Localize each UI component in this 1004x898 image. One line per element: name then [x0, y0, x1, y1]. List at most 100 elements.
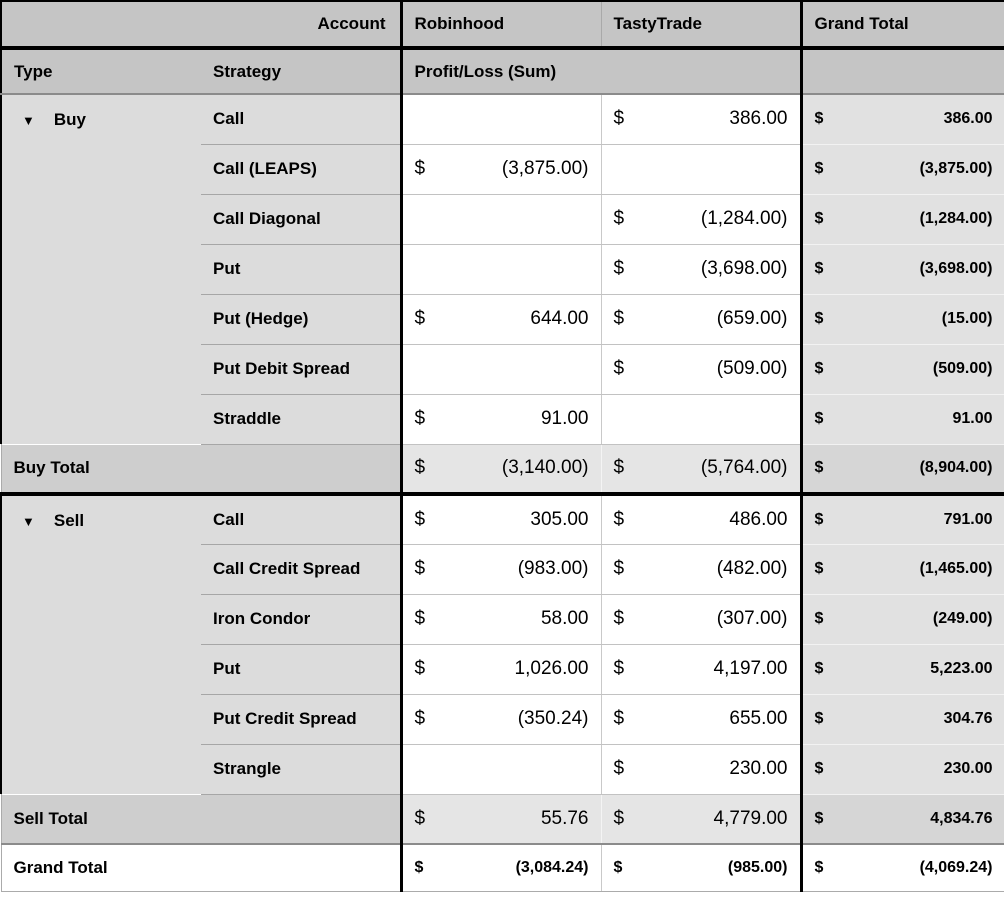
value-cell-robinhood[interactable]: $58.00 [399, 594, 601, 645]
value-cell-robinhood[interactable] [399, 244, 601, 295]
strategy-cell[interactable]: Put [201, 644, 401, 695]
value-cell-robinhood[interactable]: $ (350.24) [399, 694, 601, 745]
total-cell-grand-total[interactable]: $4,834.76 [799, 794, 1004, 845]
value-cell-grand-total[interactable]: $ (3,875.00) [799, 144, 1004, 195]
strategy-cell[interactable]: Iron Condor [201, 594, 401, 645]
column-header-grand-total[interactable]: Grand Total [799, 0, 1004, 50]
column-header-robinhood[interactable]: Robinhood [399, 0, 601, 50]
value-cell-grand-total[interactable]: $304.76 [799, 694, 1004, 745]
value-cell-robinhood[interactable]: $305.00 [399, 494, 601, 545]
amount-text: (249.00) [932, 610, 993, 627]
type-field-header[interactable]: Type [0, 48, 201, 95]
currency-symbol: $ [414, 308, 426, 329]
value-cell-tastytrade[interactable]: $4,197.00 [600, 644, 801, 695]
value-cell-robinhood[interactable] [399, 744, 601, 795]
value-cell-grand-total[interactable]: $5,223.00 [799, 644, 1004, 695]
type-group-cell-sell[interactable]: ▼ Sell [0, 494, 201, 794]
amount-text: 4,834.76 [930, 809, 993, 827]
value-cell-tastytrade[interactable]: $ (482.00) [600, 544, 801, 595]
value-cell-grand-total[interactable]: $ (15.00) [799, 294, 1004, 345]
grand-total-cell-grand-total[interactable]: $ (4,069.24) [799, 844, 1004, 892]
value-cell-tastytrade[interactable] [600, 394, 801, 445]
total-cell-tastytrade[interactable]: $4,779.00 [600, 794, 801, 845]
value-cell-grand-total[interactable]: $791.00 [799, 494, 1004, 545]
value-cell-robinhood[interactable] [399, 94, 601, 145]
total-cell-robinhood[interactable]: $ (3,140.00) [399, 444, 601, 496]
value-cell-robinhood[interactable]: $ (3,875.00) [399, 144, 601, 195]
value-cell-robinhood[interactable]: $644.00 [399, 294, 601, 345]
grand-total-cell-tastytrade[interactable]: $ (985.00) [600, 844, 801, 892]
value-cell-tastytrade[interactable]: $ (1,284.00) [600, 194, 801, 245]
strategy-cell[interactable]: Put Debit Spread [201, 344, 401, 395]
value-cell-grand-total[interactable]: $ (1,284.00) [799, 194, 1004, 245]
strategy-cell[interactable]: Call Credit Spread [201, 544, 401, 595]
total-cell-robinhood[interactable]: $55.76 [399, 794, 601, 845]
header-row-account: Account Robinhood TastyTrade Grand Total [0, 0, 1004, 50]
currency-symbol: $ [613, 858, 623, 876]
value-cell-tastytrade[interactable]: $486.00 [600, 494, 801, 545]
amount-text: (3,875.00) [919, 160, 993, 177]
grand-total-cell-robinhood[interactable]: $ (3,084.24) [399, 844, 601, 892]
total-cell-grand-total[interactable]: $ (8,904.00) [799, 444, 1004, 496]
value-cell-grand-total[interactable]: $386.00 [799, 94, 1004, 145]
amount-text: (15.00) [941, 310, 993, 327]
strategy-field-header[interactable]: Strategy [201, 48, 401, 95]
amount-text: (1,284.00) [700, 208, 788, 229]
value-cell-tastytrade[interactable]: $230.00 [600, 744, 801, 795]
account-header-cell[interactable]: Account [0, 0, 401, 50]
value-cell-tastytrade[interactable] [600, 144, 801, 195]
currency-symbol: $ [814, 809, 824, 827]
disclosure-triangle-icon[interactable]: ▼ [22, 112, 35, 128]
sell-total-label-cell[interactable]: Sell Total [0, 794, 401, 845]
value-cell-tastytrade[interactable]: $ (659.00) [600, 294, 801, 345]
currency-symbol: $ [414, 558, 426, 579]
amount-text: (509.00) [716, 358, 788, 379]
value-cell-grand-total[interactable]: $ (1,465.00) [799, 544, 1004, 595]
amount-text: 655.00 [729, 708, 788, 729]
strategy-cell[interactable]: Put (Hedge) [201, 294, 401, 345]
amount-text: 486.00 [729, 508, 788, 530]
strategy-cell[interactable]: Put Credit Spread [201, 694, 401, 745]
currency-symbol: $ [613, 758, 625, 779]
currency-symbol: $ [414, 508, 426, 530]
table-row: Put (Hedge) $644.00 $ (659.00) $ (15.00) [1, 294, 1004, 345]
value-cell-grand-total[interactable]: $ (249.00) [799, 594, 1004, 645]
strategy-cell[interactable]: Call (LEAPS) [201, 144, 401, 195]
value-cell-tastytrade[interactable]: $ (3,698.00) [600, 244, 801, 295]
buy-total-label-cell[interactable]: Buy Total [0, 444, 401, 496]
currency-symbol: $ [814, 260, 824, 277]
value-cell-robinhood[interactable] [399, 194, 601, 245]
value-cell-grand-total[interactable]: $ (3,698.00) [799, 244, 1004, 295]
value-cell-tastytrade[interactable]: $386.00 [600, 94, 801, 145]
measure-header[interactable]: Profit/Loss (Sum) [399, 48, 801, 95]
strategy-cell[interactable]: Put [201, 244, 401, 295]
amount-text: (1,465.00) [919, 560, 993, 577]
strategy-cell[interactable]: Strangle [201, 744, 401, 795]
value-cell-robinhood[interactable]: $1,026.00 [399, 644, 601, 695]
type-group-cell-buy[interactable]: ▼ Buy [0, 94, 201, 444]
value-cell-grand-total[interactable]: $ (509.00) [799, 344, 1004, 395]
total-cell-tastytrade[interactable]: $ (5,764.00) [600, 444, 801, 496]
currency-symbol: $ [814, 660, 824, 677]
amount-text: 4,197.00 [713, 658, 788, 679]
value-cell-robinhood[interactable]: $ (983.00) [399, 544, 601, 595]
grand-total-label-cell[interactable]: Grand Total [0, 844, 401, 892]
value-cell-robinhood[interactable] [399, 344, 601, 395]
value-cell-tastytrade[interactable]: $ (307.00) [600, 594, 801, 645]
column-header-tastytrade[interactable]: TastyTrade [600, 0, 801, 50]
disclosure-triangle-icon[interactable]: ▼ [22, 513, 35, 529]
amount-text: (482.00) [716, 558, 788, 579]
table-row: Call Diagonal $ (1,284.00) $ (1,284.00) [1, 194, 1004, 245]
value-cell-tastytrade[interactable]: $ (509.00) [600, 344, 801, 395]
value-cell-tastytrade[interactable]: $655.00 [600, 694, 801, 745]
amount-text: 5,223.00 [930, 660, 993, 677]
value-cell-grand-total[interactable]: $230.00 [799, 744, 1004, 795]
strategy-cell[interactable]: Call [201, 494, 401, 545]
table-row: Call Credit Spread $ (983.00) $ (482.00) $… [1, 544, 1004, 595]
strategy-cell[interactable]: Call [201, 94, 401, 145]
amount-text: 386.00 [943, 110, 993, 128]
value-cell-grand-total[interactable]: $91.00 [799, 394, 1004, 445]
strategy-cell[interactable]: Straddle [201, 394, 401, 445]
value-cell-robinhood[interactable]: $91.00 [399, 394, 601, 445]
strategy-cell[interactable]: Call Diagonal [201, 194, 401, 245]
